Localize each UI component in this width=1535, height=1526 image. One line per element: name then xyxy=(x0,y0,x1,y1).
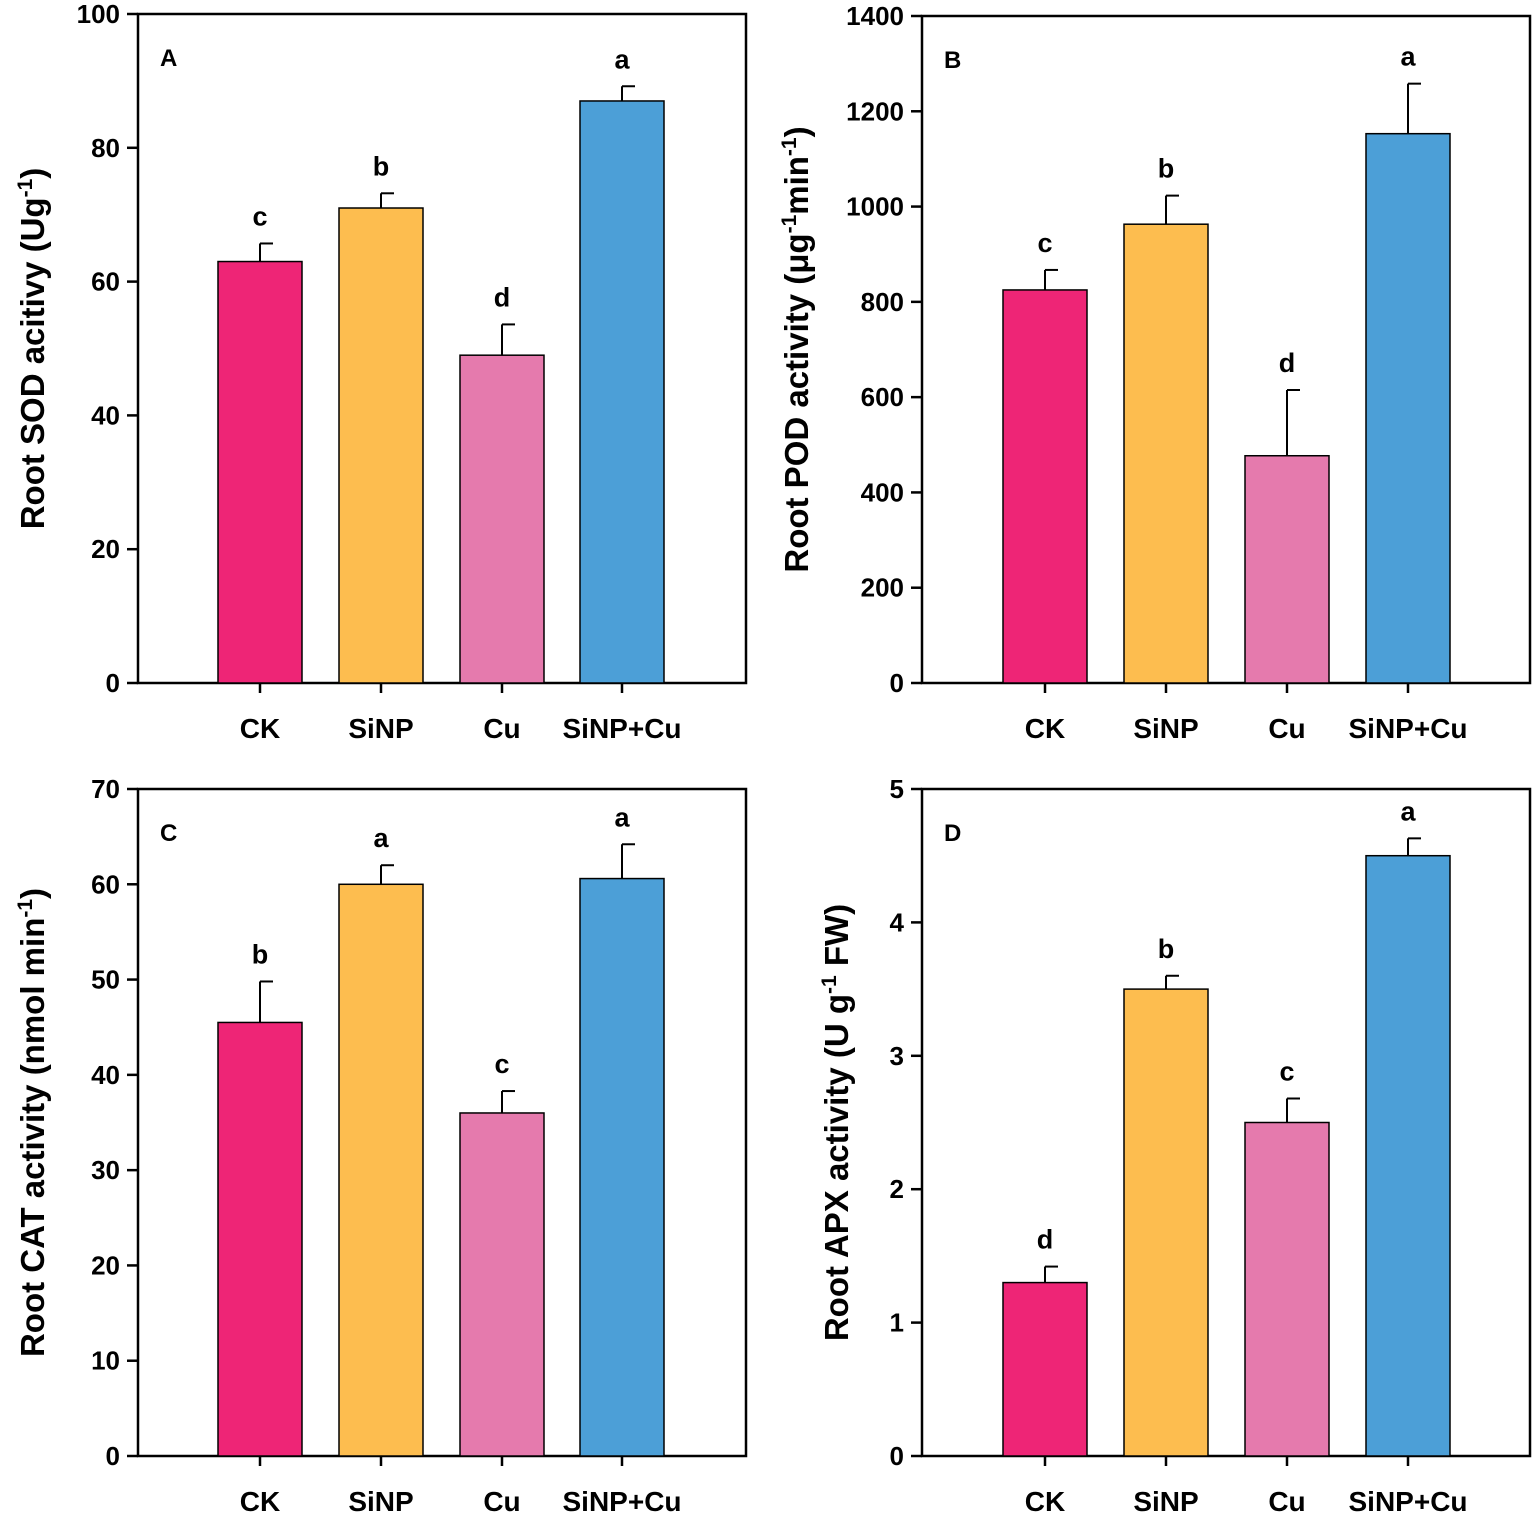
y-tick-label: 70 xyxy=(91,774,120,804)
y-tick-label: 20 xyxy=(91,1250,120,1280)
category-label: SiNP xyxy=(1133,1486,1198,1517)
category-label: Cu xyxy=(483,1486,520,1517)
y-axis-title: Root SOD acitivy (Ug-1) xyxy=(14,168,51,530)
panel-letter: A xyxy=(160,45,177,72)
y-tick-label: 10 xyxy=(91,1346,120,1376)
panel-letter: B xyxy=(944,47,961,74)
plot-frame xyxy=(136,12,748,685)
y-tick-label: 60 xyxy=(91,869,120,899)
significance-letter: c xyxy=(494,1049,509,1079)
significance-letter: a xyxy=(614,802,630,832)
y-axis-title: Root CAT activity (nmol min-1) xyxy=(14,888,51,1357)
y-tick-label: 800 xyxy=(861,287,904,317)
y-tick-label: 20 xyxy=(91,534,120,564)
y-tick-label: 2 xyxy=(890,1174,904,1204)
category-label: SiNP+Cu xyxy=(562,1486,681,1517)
category-label: Cu xyxy=(1268,713,1305,744)
bar-ck xyxy=(1002,289,1088,684)
significance-letter: b xyxy=(252,939,269,969)
panel-letter: C xyxy=(160,820,177,847)
significance-letter: b xyxy=(1158,934,1175,964)
bar-sinp-cu xyxy=(1365,132,1451,684)
significance-letter: d xyxy=(1037,1225,1054,1255)
y-tick-label: 0 xyxy=(890,668,904,698)
bar-sinp-cu xyxy=(1365,854,1451,1457)
y-tick-label: 40 xyxy=(91,1060,120,1090)
bar-ck xyxy=(217,260,303,684)
plot-frame xyxy=(136,787,748,1458)
category-label: Cu xyxy=(1268,1486,1305,1517)
bar-ck xyxy=(1002,1281,1088,1457)
category-label: SiNP+Cu xyxy=(562,713,681,744)
bar-ck xyxy=(217,1021,303,1457)
category-label: CK xyxy=(240,713,280,744)
bar-sinp xyxy=(338,883,424,1457)
significance-letter: c xyxy=(1279,1056,1294,1086)
y-tick-label: 30 xyxy=(91,1155,120,1185)
bar-cu xyxy=(459,354,545,684)
y-tick-label: 100 xyxy=(77,0,120,29)
bar-cu xyxy=(1244,1121,1330,1457)
panel-letter: D xyxy=(944,820,961,847)
y-tick-label: 600 xyxy=(861,382,904,412)
significance-letter: a xyxy=(1400,796,1416,826)
significance-letter: a xyxy=(1400,42,1416,72)
plot-frame xyxy=(920,787,1532,1458)
significance-letter: a xyxy=(614,44,630,74)
y-tick-label: 4 xyxy=(890,907,905,937)
bar-cu xyxy=(459,1112,545,1457)
bar-sinp-cu xyxy=(579,100,665,684)
category-label: CK xyxy=(240,1486,280,1517)
y-tick-label: 50 xyxy=(91,965,120,995)
y-tick-label: 400 xyxy=(861,477,904,507)
bar-sinp xyxy=(1123,223,1209,684)
panel-d: 0 1 2 3 4 5 CK d SiNP b Cu c SiNP+Cu a D Root APX activ… xyxy=(818,774,1532,1517)
panel-b: 0 200 400 600 800 1000 1200 1400 CK c SiNP b Cu d SiNP… xyxy=(778,1,1532,744)
y-tick-label: 40 xyxy=(91,400,120,430)
significance-letter: a xyxy=(373,823,389,853)
y-tick-label: 3 xyxy=(890,1041,904,1071)
bar-cu xyxy=(1244,454,1330,684)
y-tick-label: 1000 xyxy=(846,192,904,222)
category-label: CK xyxy=(1025,1486,1065,1517)
bar-sinp xyxy=(338,207,424,684)
y-tick-label: 60 xyxy=(91,267,120,297)
panel-a: 0 20 40 60 80 100 CK c SiNP b Cu d SiNP+Cu a A Root SOD… xyxy=(14,0,748,744)
bar-sinp-cu xyxy=(579,877,665,1457)
y-tick-label: 1200 xyxy=(846,96,904,126)
category-label: SiNP xyxy=(348,1486,413,1517)
category-label: Cu xyxy=(483,713,520,744)
category-label: SiNP+Cu xyxy=(1348,713,1467,744)
category-label: SiNP+Cu xyxy=(1348,1486,1467,1517)
y-tick-label: 0 xyxy=(890,1441,904,1471)
y-axis-title: Root POD activity (μg-1min-1) xyxy=(778,126,815,572)
bar-sinp xyxy=(1123,988,1209,1457)
y-tick-label: 0 xyxy=(106,668,120,698)
panel-c: 0 10 20 30 40 50 60 70 CK b SiNP a Cu c SiNP+Cu a C Root … xyxy=(14,774,748,1517)
category-label: SiNP xyxy=(1133,713,1198,744)
significance-letter: b xyxy=(373,151,390,181)
category-label: CK xyxy=(1025,713,1065,744)
significance-letter: d xyxy=(1279,348,1296,378)
y-tick-label: 1400 xyxy=(846,1,904,31)
y-tick-label: 0 xyxy=(106,1441,120,1471)
y-tick-label: 1 xyxy=(890,1308,904,1338)
significance-letter: c xyxy=(1037,228,1052,258)
y-axis-title: Root APX activity (U g-1 FW) xyxy=(818,904,855,1341)
significance-letter: c xyxy=(252,201,267,231)
significance-letter: d xyxy=(494,282,511,312)
plot-frame xyxy=(920,14,1532,685)
significance-letter: b xyxy=(1158,154,1175,184)
category-label: SiNP xyxy=(348,713,413,744)
y-tick-label: 200 xyxy=(861,573,904,603)
y-tick-label: 5 xyxy=(890,774,904,804)
y-tick-label: 80 xyxy=(91,133,120,163)
